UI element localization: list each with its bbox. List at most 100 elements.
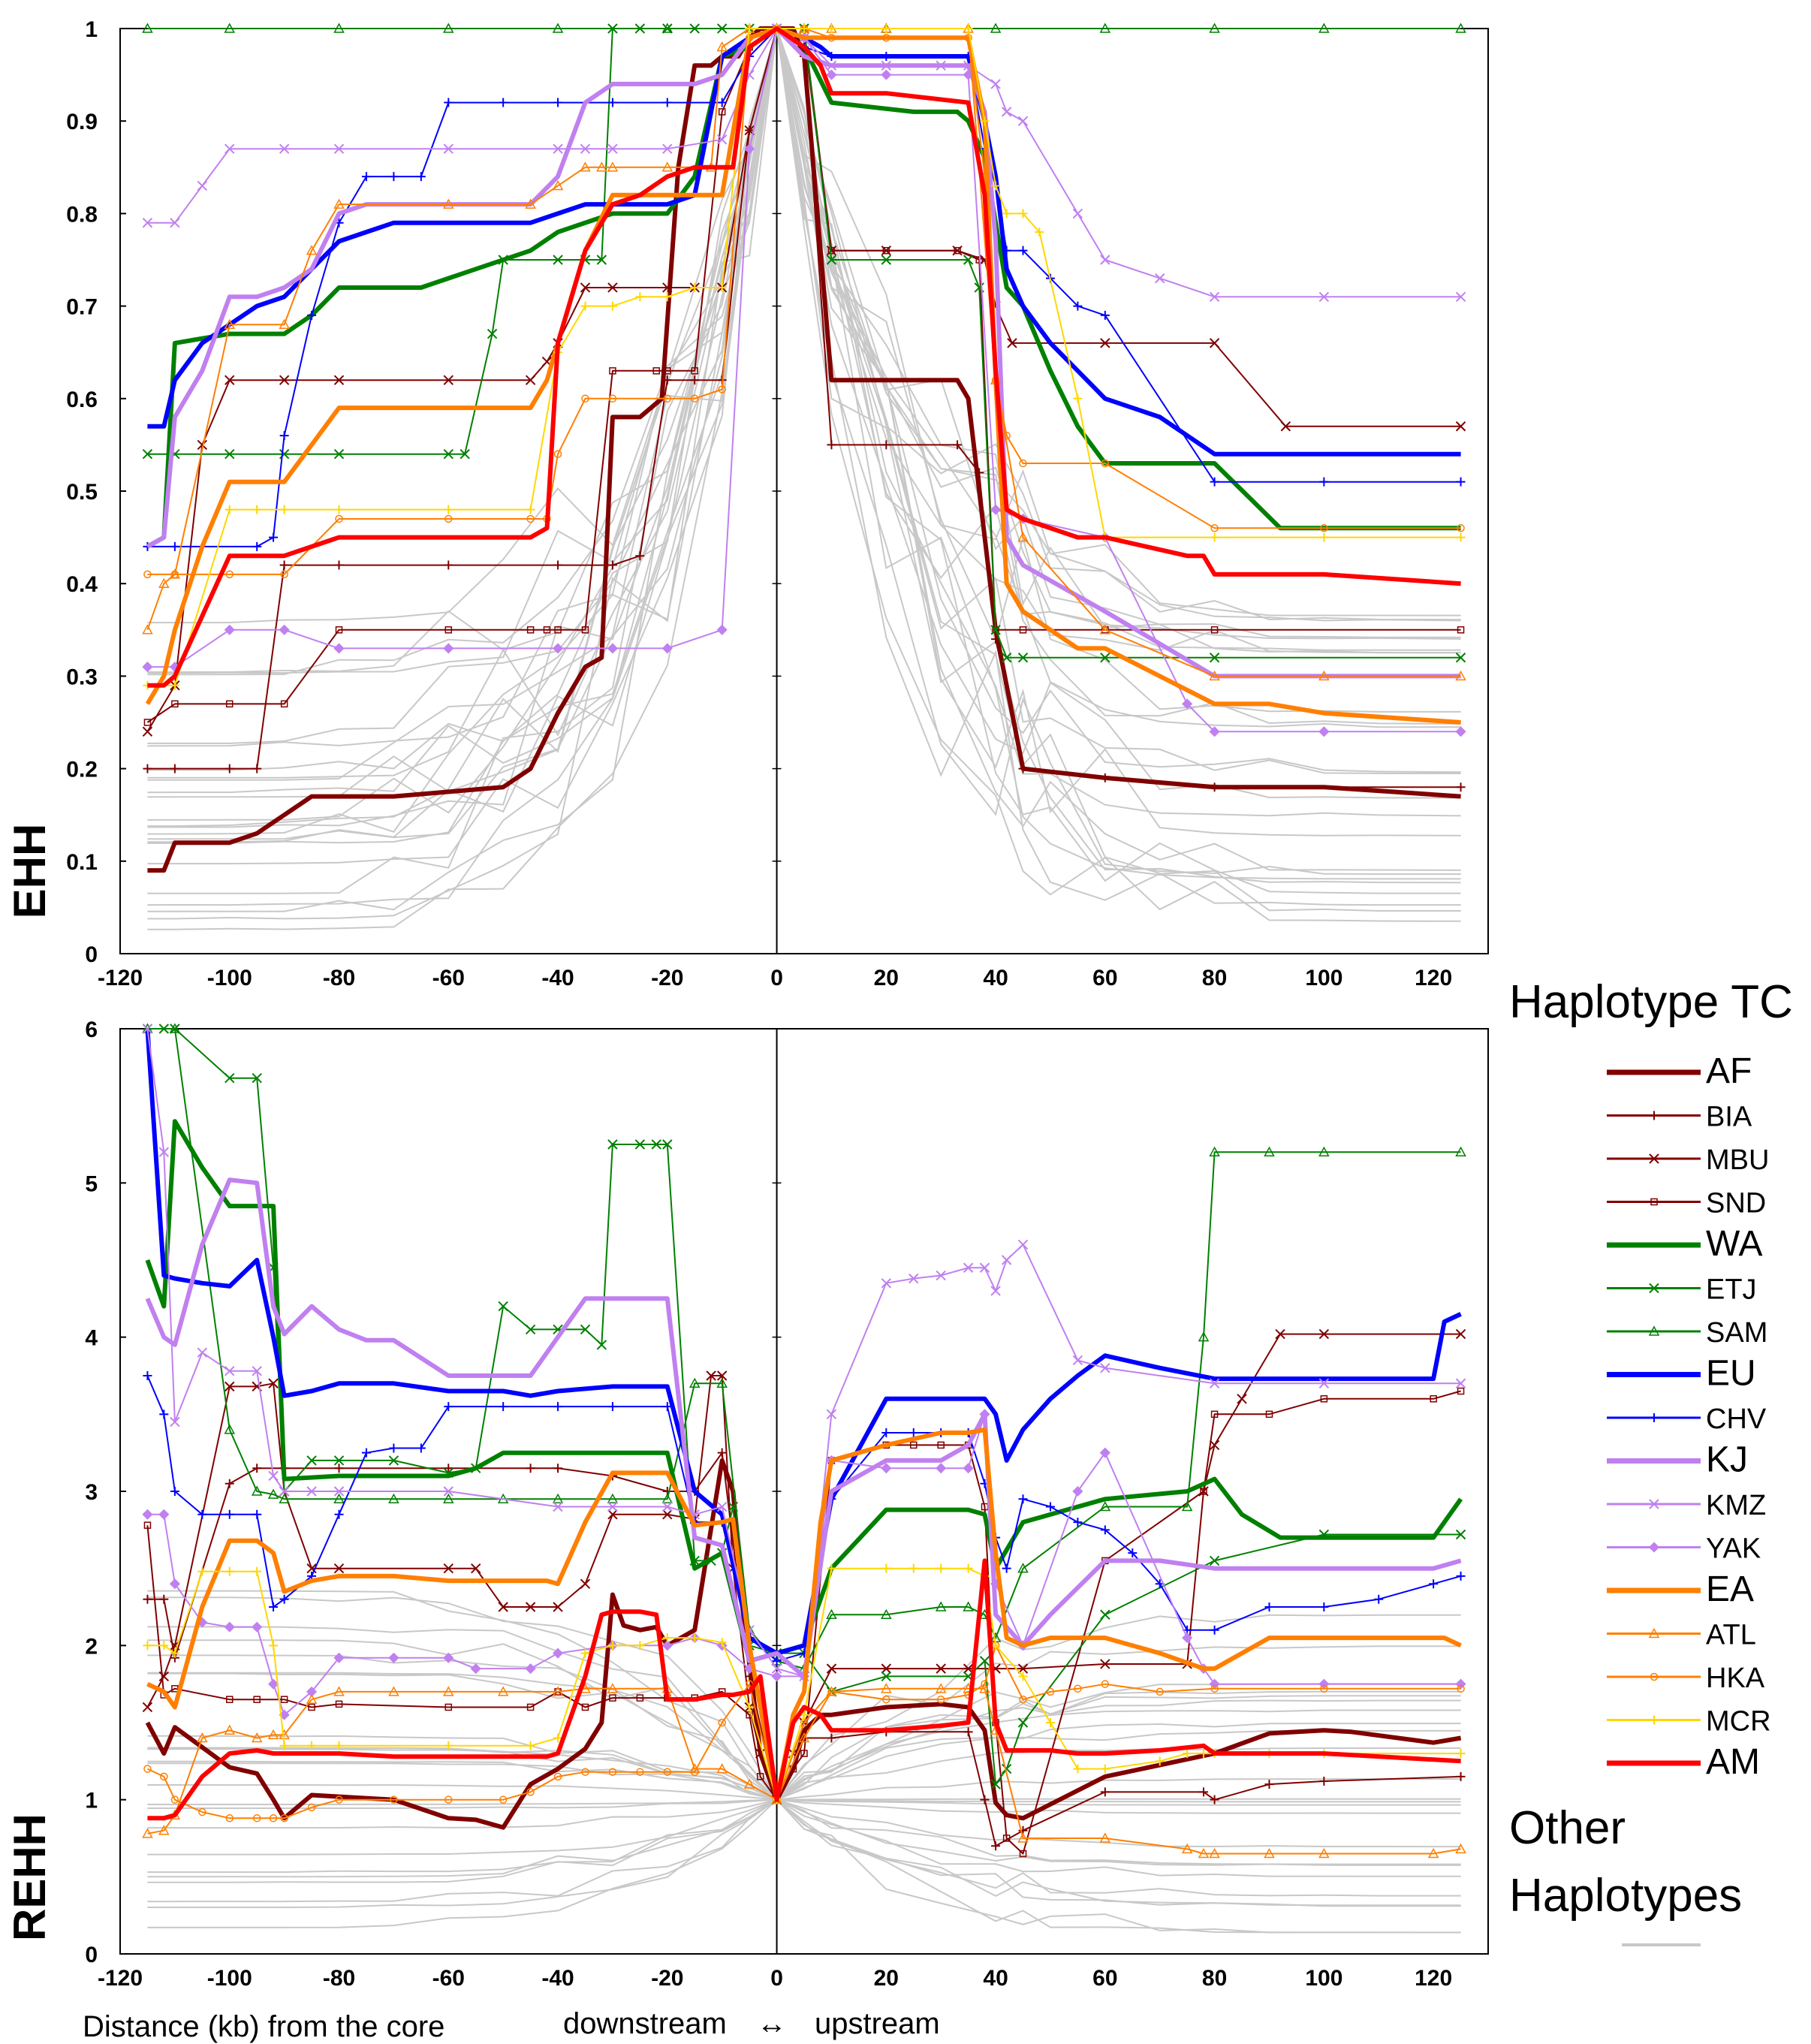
- point-bia: [444, 560, 454, 570]
- point-hka: [581, 394, 589, 403]
- point-chv: [499, 98, 508, 107]
- point-snd: [1457, 1387, 1465, 1395]
- point-bia: [1456, 782, 1466, 792]
- point-snd: [226, 1696, 234, 1703]
- point-mcr: [1073, 1764, 1083, 1774]
- point-sam: [251, 1485, 263, 1496]
- legend-marker-mbu: [1649, 1153, 1659, 1164]
- point-etj: [607, 1139, 618, 1150]
- point-snd: [937, 1441, 945, 1449]
- point-yak: [716, 624, 728, 635]
- point-mcr: [444, 1741, 454, 1750]
- y-tick-label: 0.8: [66, 202, 98, 227]
- point-kmz: [936, 60, 946, 71]
- point-snd: [882, 246, 890, 255]
- other-haplotype-line: [147, 28, 1461, 728]
- point-etj: [634, 1139, 646, 1150]
- point-mcr: [1456, 532, 1466, 542]
- point-yak: [661, 643, 673, 654]
- point-etj: [580, 1324, 591, 1335]
- point-atl: [267, 1729, 279, 1740]
- point-bia: [1199, 1787, 1209, 1797]
- point-bia: [553, 560, 563, 570]
- point-atl: [552, 1686, 564, 1696]
- point-sam: [1455, 1146, 1466, 1157]
- point-atl: [881, 1683, 892, 1693]
- direction-arrow: ↔: [757, 2007, 787, 2040]
- point-yak: [252, 1621, 263, 1632]
- point-snd: [636, 1694, 644, 1702]
- point-mcr: [607, 301, 617, 311]
- point-etj: [990, 1779, 1001, 1789]
- point-etj: [963, 255, 974, 265]
- point-yak: [1072, 1485, 1083, 1497]
- point-etj: [443, 449, 454, 460]
- point-kmz: [306, 1486, 317, 1497]
- point-yak: [661, 1640, 673, 1651]
- point-kmz: [1017, 1239, 1029, 1250]
- point-mcr: [1100, 1764, 1110, 1774]
- point-chv: [717, 98, 727, 107]
- point-bia: [252, 1464, 262, 1473]
- point-chv: [416, 1443, 426, 1453]
- point-chv: [1429, 1579, 1439, 1589]
- series-line-af: [147, 26, 1461, 873]
- point-atl: [1099, 624, 1111, 635]
- point-atl: [443, 198, 454, 209]
- point-mcr: [1456, 1749, 1466, 1759]
- point-yak: [826, 69, 837, 80]
- point-etj: [224, 1073, 235, 1084]
- point-chv: [224, 1509, 234, 1519]
- point-hka: [1019, 1695, 1027, 1704]
- point-mcr: [1018, 1672, 1028, 1681]
- point-bia: [1018, 764, 1028, 773]
- point-mbu: [1209, 338, 1220, 348]
- x-tick-label: 100: [1305, 966, 1342, 990]
- point-mbu: [471, 1563, 481, 1574]
- point-yak: [279, 624, 290, 635]
- y-tick-label: 5: [85, 1171, 98, 1196]
- point-mbu: [826, 1663, 837, 1674]
- point-yak: [169, 1578, 180, 1590]
- point-chv: [444, 1402, 454, 1412]
- point-etj: [1001, 1763, 1012, 1774]
- x-tick-label: -120: [98, 966, 143, 990]
- point-bia: [1210, 1795, 1219, 1804]
- point-chv: [269, 1602, 279, 1611]
- point-bia: [1100, 1787, 1110, 1797]
- point-snd: [910, 1441, 918, 1449]
- point-bia: [953, 440, 963, 450]
- point-yak: [443, 1652, 454, 1663]
- point-kmz: [826, 1409, 837, 1420]
- point-snd: [718, 108, 726, 116]
- point-yak: [142, 1509, 153, 1520]
- point-hka: [225, 1814, 234, 1822]
- point-chv: [444, 98, 454, 107]
- point-atl: [607, 1683, 619, 1693]
- point-mcr: [279, 1741, 289, 1750]
- point-mbu: [580, 282, 591, 293]
- x-tick-label: 120: [1415, 1966, 1452, 1991]
- point-snd: [827, 246, 836, 255]
- point-kmz: [1318, 1378, 1330, 1388]
- point-etj: [1455, 653, 1466, 663]
- point-bia: [1319, 1777, 1329, 1786]
- point-mbu: [158, 1671, 170, 1682]
- point-hka: [526, 514, 535, 523]
- point-etj: [1100, 653, 1110, 663]
- point-bia: [224, 1479, 234, 1488]
- y-tick-label: 0.3: [66, 665, 98, 689]
- point-hka: [1101, 1680, 1110, 1688]
- point-sam: [142, 23, 153, 33]
- point-mbu: [1280, 421, 1291, 432]
- point-mcr: [279, 505, 289, 514]
- x-tick-label: -120: [98, 1966, 143, 1991]
- point-chv: [389, 172, 399, 182]
- other-haplotype-line: [147, 1798, 1461, 1883]
- point-sam: [552, 1493, 564, 1504]
- point-chv: [1073, 1518, 1083, 1527]
- point-mbu: [306, 1563, 317, 1574]
- point-yak: [1182, 698, 1193, 710]
- legend-label-am: AM: [1706, 1742, 1760, 1782]
- point-snd: [1265, 1410, 1273, 1418]
